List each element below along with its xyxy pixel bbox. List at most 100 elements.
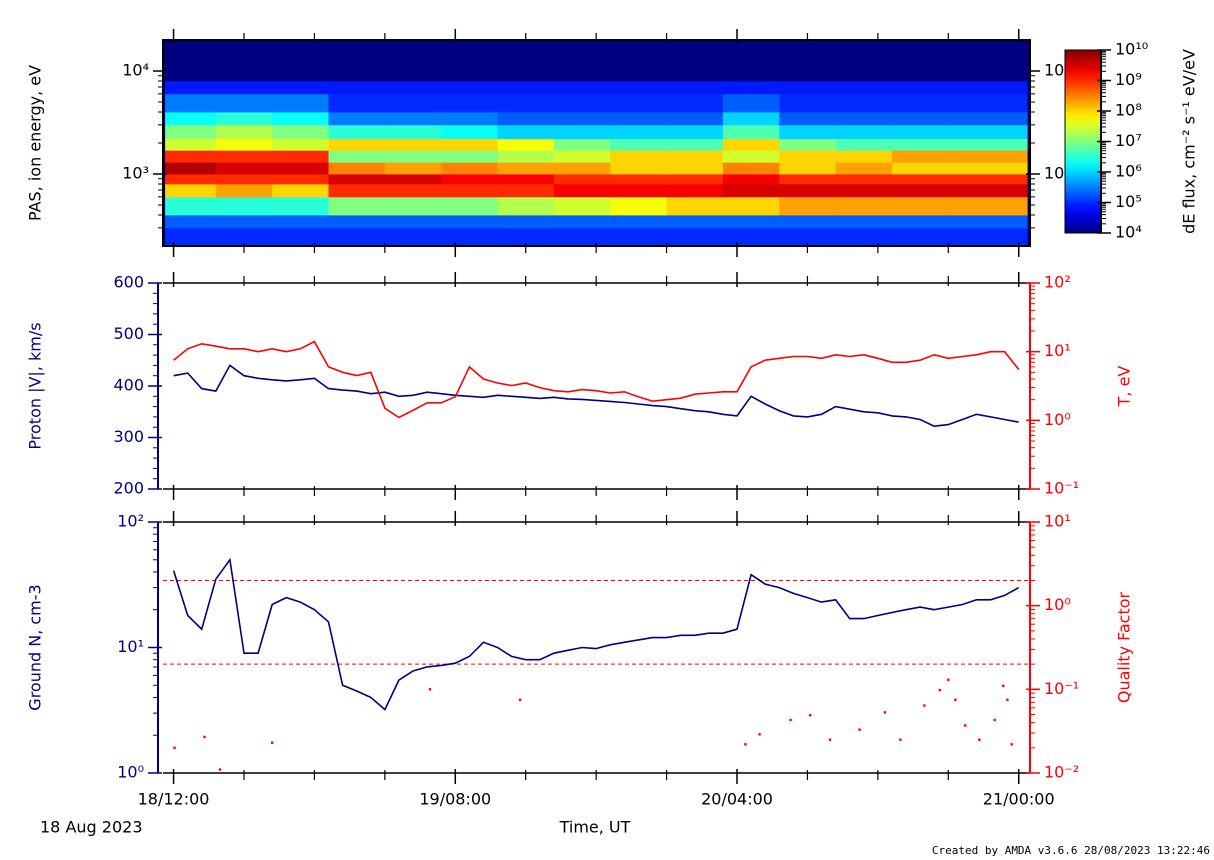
heatmap-cell	[891, 174, 949, 185]
tick-label: 10⁻²	[1044, 763, 1079, 782]
heatmap-cell	[272, 162, 329, 175]
x-tick-label: 21/00:00	[983, 790, 1055, 809]
marker	[978, 738, 981, 741]
heatmap-cell	[610, 138, 667, 151]
marker	[518, 698, 522, 701]
heatmap-cell	[165, 80, 217, 95]
tick-label: 10⁴	[1115, 223, 1142, 242]
heatmap-cell	[441, 162, 498, 175]
heatmap-cell	[165, 150, 217, 163]
heatmap-cell	[610, 174, 667, 185]
marker	[964, 724, 967, 727]
heatmap-cell	[610, 183, 667, 198]
heatmap-cell	[215, 124, 273, 140]
heatmap-cell	[384, 40, 442, 82]
marker	[1002, 684, 1005, 688]
heatmap-cell	[441, 150, 498, 163]
x-tick-label: 18/12:00	[138, 790, 210, 809]
heatmap-cell	[165, 124, 217, 140]
heatmap-cell	[891, 138, 949, 151]
heatmap-cell	[835, 124, 893, 140]
heatmap-cell	[165, 93, 217, 113]
marker	[828, 738, 832, 741]
marker	[993, 718, 996, 722]
tick-label: 10³	[122, 164, 149, 183]
heatmap-cell	[272, 214, 329, 229]
heatmap-cell	[779, 174, 837, 185]
tick-label: 10¹	[1044, 512, 1071, 531]
heatmap-cell	[328, 124, 386, 140]
tick-label: 500	[113, 324, 144, 343]
heatmap-cell	[835, 214, 893, 229]
heatmap-cell	[384, 196, 442, 216]
heatmap-cell	[165, 111, 217, 126]
heatmap-cell	[384, 183, 442, 198]
heatmap-cell	[610, 150, 667, 163]
heatmap-cell	[441, 196, 498, 216]
heatmap-cell	[272, 150, 329, 163]
heatmap-cell	[497, 111, 555, 126]
heatmap-cell	[779, 162, 837, 175]
heatmap-cell	[215, 93, 273, 113]
heatmap-cell	[328, 80, 386, 95]
heatmap-cell	[722, 111, 780, 126]
heatmap-cell	[779, 196, 837, 216]
heatmap-cell	[497, 124, 555, 140]
marker	[758, 733, 761, 736]
heatmap-cell	[215, 162, 273, 175]
heatmap-cell	[722, 183, 780, 198]
date-label: 18 Aug 2023	[40, 818, 143, 837]
series-line	[173, 340, 1020, 419]
heatmap-cell	[441, 93, 498, 113]
heatmap-cell	[891, 40, 949, 82]
heatmap-cell	[553, 227, 611, 247]
heatmap-cell	[328, 227, 386, 247]
heatmap-cell	[553, 40, 611, 82]
heatmap-cell	[441, 40, 498, 82]
heatmap-cell	[441, 183, 498, 198]
heatmap-cell	[328, 138, 386, 151]
tick-label: 10³	[1044, 164, 1071, 183]
heatmap-cell	[441, 111, 498, 126]
heatmap-cell	[215, 111, 273, 126]
heatmap-cell	[553, 174, 611, 185]
heatmap-cell	[328, 162, 386, 175]
heatmap-cell	[722, 214, 780, 229]
heatmap-cell	[666, 40, 724, 82]
heatmap-cell	[272, 80, 329, 95]
tick-label: 10⁸	[1115, 101, 1142, 120]
heatmap-cell	[891, 227, 949, 247]
heatmap-cell	[553, 138, 611, 151]
marker	[809, 714, 812, 717]
x-tick-label: 19/08:00	[419, 790, 491, 809]
heatmap-cell	[553, 111, 611, 126]
heatmap-cell	[215, 150, 273, 163]
heatmap-cell	[779, 138, 837, 151]
heatmap-cell	[328, 150, 386, 163]
heatmap-cell	[328, 183, 386, 198]
marker	[899, 738, 902, 741]
heatmap-cell	[891, 183, 949, 198]
heatmap-cell	[835, 174, 893, 185]
heatmap-cell	[497, 214, 555, 229]
heatmap-cell	[497, 162, 555, 175]
heatmap-cell	[497, 138, 555, 151]
heatmap-cell	[610, 196, 667, 216]
heatmap-cell	[384, 150, 442, 163]
heatmap-cell	[497, 227, 555, 247]
heatmap-cell	[272, 227, 329, 247]
heatmap-cell	[215, 80, 273, 95]
heatmap-cell	[553, 183, 611, 198]
axis-title: Quality Factor	[1115, 591, 1134, 703]
heatmap-cell	[441, 124, 498, 140]
marker	[954, 698, 957, 701]
heatmap-cell	[384, 227, 442, 247]
tick-label: 10⁰	[1044, 595, 1071, 614]
heatmap-cell	[610, 80, 667, 95]
heatmap-cell	[779, 124, 837, 140]
heatmap-cell	[272, 124, 329, 140]
heatmap-cell	[328, 111, 386, 126]
heatmap-cell	[497, 93, 555, 113]
heatmap-cell	[610, 227, 667, 247]
